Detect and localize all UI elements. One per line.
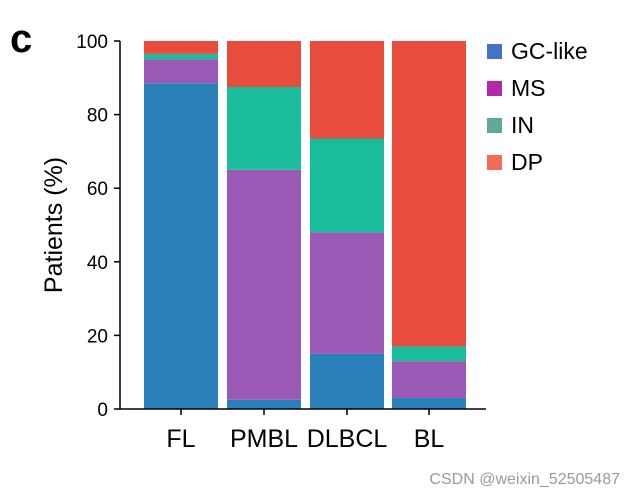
legend-swatch-in [487,118,502,133]
y-tick-label-40: 40 [87,253,108,274]
y-axis-title: Patients (%) [40,157,68,293]
bar-dlbcl-in [310,138,384,233]
legend: GC-like MS IN DP [487,38,588,175]
panel-letter: c [10,17,32,61]
x-tick-label-dlbcl: DLBCL [307,425,388,453]
legend-swatch-ms [487,81,502,96]
bar-pmbl-gc-like [227,399,301,409]
legend-label-gc-like: GC-like [511,38,588,64]
x-tick-label-bl: BL [414,425,445,453]
legend-swatch-gc-like [487,44,502,59]
bar-pmbl-ms [227,169,301,400]
legend-label-in: IN [511,112,534,138]
legend-swatch-dp [487,155,502,170]
bar-pmbl-dp [227,41,301,87]
bar-fl-dp [144,41,218,54]
legend-label-ms: MS [511,75,546,101]
bar-fl-gc-like [144,83,218,409]
watermark: CSDN @weixin_52505487 [429,471,620,488]
y-tick-label-0: 0 [97,400,108,421]
bar-dlbcl-gc-like [310,353,384,409]
bar-dlbcl-ms [310,232,384,354]
bar-bl-ms [392,361,466,398]
bar-bl-gc-like [392,397,466,409]
y-tick-label-60: 60 [87,179,108,200]
bar-fl-ms [144,59,218,84]
x-tick-label-fl: FL [166,425,195,453]
bar-pmbl-in [227,87,301,170]
axes-group: 0 20 40 60 80 100 FL PMBL DLBCL BL [76,32,486,453]
y-tick-label-80: 80 [87,106,108,127]
bar-bl-dp [392,41,466,347]
x-tick-label-pmbl: PMBL [230,425,298,453]
bars-group [144,41,466,409]
bar-dlbcl-dp [310,41,384,139]
bar-fl-in [144,53,218,60]
bar-bl-in [392,346,466,362]
y-tick-label-20: 20 [87,326,108,347]
y-tick-label-100: 100 [76,32,108,53]
legend-label-dp: DP [511,149,543,175]
